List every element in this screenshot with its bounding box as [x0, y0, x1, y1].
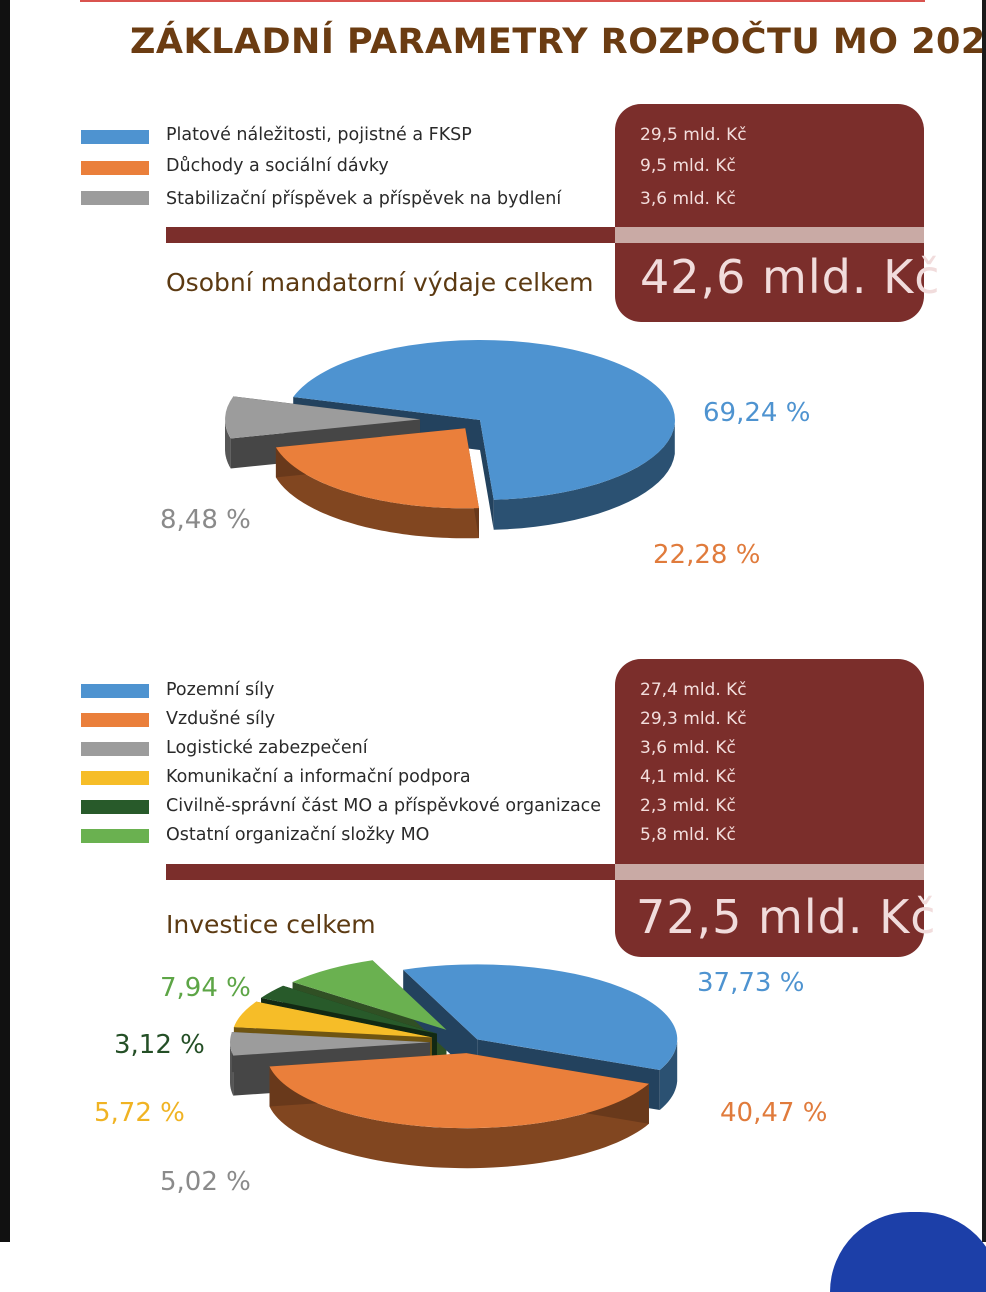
section-title-1: Osobní mandatorní výdaje celkem — [166, 268, 594, 297]
top-divider — [80, 0, 925, 2]
pie-slice — [230, 1032, 431, 1056]
pie-slice — [261, 985, 437, 1034]
sum-bar — [166, 227, 616, 243]
pie-slice — [233, 1001, 432, 1038]
legend-value: 4,1 mld. Kč — [640, 767, 736, 787]
pct-label-orange: 40,47 % — [720, 1098, 828, 1128]
pie-slice-side — [659, 1038, 678, 1110]
legend-value: 2,3 mld. Kč — [640, 796, 736, 816]
legend-label: Stabilizační příspěvek a příspěvek na by… — [166, 189, 562, 209]
legend-label: Komunikační a informační podpora — [166, 767, 471, 787]
sum-bar — [166, 864, 616, 880]
sum-bar-highlight — [615, 864, 924, 880]
legend-swatch-orange — [81, 161, 149, 175]
page-title: ZÁKLADNÍ PARAMETRY ROZPOČTU MO 2024 — [130, 22, 986, 62]
legend-value: 5,8 mld. Kč — [640, 825, 736, 845]
pct-label-gray: 8,48 % — [160, 505, 251, 535]
values-panel-2 — [615, 659, 924, 957]
pct-label-dark-green: 3,12 % — [114, 1030, 205, 1060]
pie-slice — [292, 960, 447, 1030]
pie-slice — [293, 339, 675, 500]
left-edge-bar — [0, 0, 10, 1242]
legend-value: 29,3 mld. Kč — [640, 709, 747, 729]
pie-slice-side — [269, 1066, 649, 1169]
legend-swatch-gray — [81, 191, 149, 205]
pct-label-blue: 37,73 % — [697, 968, 805, 998]
pct-label-gray: 5,02 % — [160, 1167, 251, 1197]
legend-swatch-yellow — [81, 771, 149, 785]
pct-label-orange: 22,28 % — [653, 540, 761, 570]
legend-value: 3,6 mld. Kč — [640, 189, 736, 209]
legend-value: 29,5 mld. Kč — [640, 125, 747, 145]
pie-slice-side — [275, 447, 479, 539]
pie-slice — [269, 1053, 649, 1129]
corner-decoration — [830, 1212, 986, 1292]
section-title-2: Investice celkem — [166, 910, 376, 939]
legend-label: Ostatní organizační složky MO — [166, 825, 430, 845]
pie-slice — [225, 396, 421, 439]
legend-label: Logistické zabezpečení — [166, 738, 368, 758]
legend-swatch-blue — [81, 130, 149, 144]
total-value-1: 42,6 mld. Kč — [640, 250, 941, 304]
legend-label: Důchody a sociální dávky — [166, 156, 389, 176]
legend-swatch-green — [81, 829, 149, 843]
pct-label-green: 7,94 % — [160, 973, 251, 1003]
pie-slice-side — [493, 424, 675, 530]
legend-label: Pozemní síly — [166, 680, 275, 700]
legend-swatch-orange — [81, 713, 149, 727]
sum-bar-highlight — [615, 227, 924, 243]
pct-label-blue: 69,24 % — [703, 398, 811, 428]
total-value-2: 72,5 mld. Kč — [636, 890, 937, 944]
legend-swatch-dark-green — [81, 800, 149, 814]
legend-swatch-gray — [81, 742, 149, 756]
legend-swatch-blue — [81, 684, 149, 698]
legend-value: 27,4 mld. Kč — [640, 680, 747, 700]
legend-value: 3,6 mld. Kč — [640, 738, 736, 758]
pct-label-yellow: 5,72 % — [94, 1098, 185, 1128]
legend-label: Platové náležitosti, pojistné a FKSP — [166, 125, 472, 145]
values-panel-1 — [615, 104, 924, 322]
pie-chart-1 — [225, 339, 675, 539]
legend-value: 9,5 mld. Kč — [640, 156, 736, 176]
pie-slice — [403, 964, 678, 1070]
legend-label: Vzdušné síly — [166, 709, 276, 729]
pie-slice-side — [225, 418, 231, 469]
legend-label: Civilně-správní část MO a příspěvkové or… — [166, 796, 602, 816]
pie-slice-wall — [480, 420, 494, 530]
right-edge-bar — [982, 0, 986, 1242]
pie-chart-2 — [230, 960, 678, 1169]
pie-slice — [275, 428, 479, 509]
